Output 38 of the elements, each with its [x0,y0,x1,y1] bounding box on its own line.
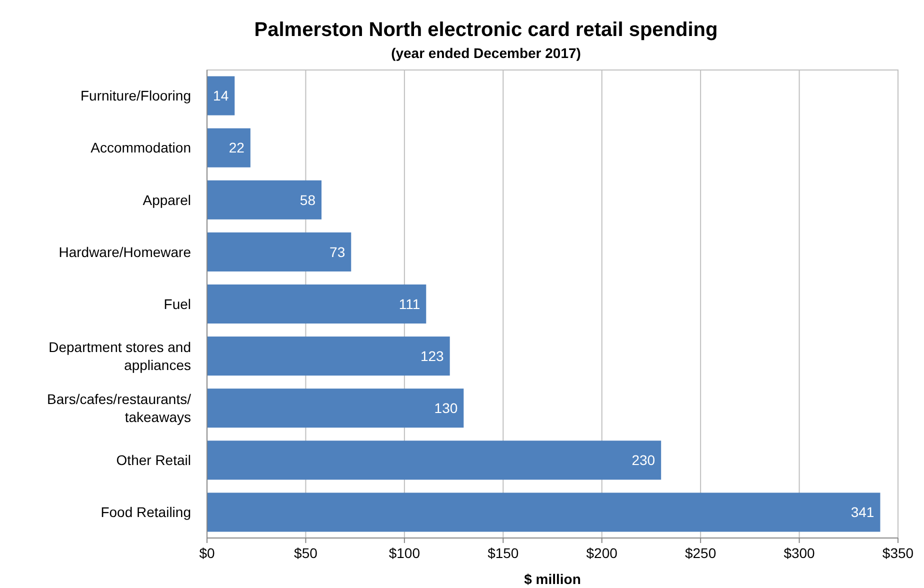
bar [207,440,662,480]
bar [207,128,250,168]
y-tick-label: Bars/cafes/restaurants/takeaways [47,391,192,426]
bar [207,388,464,428]
x-tick-label: $200 [586,545,618,561]
x-axis-title: $ million [524,571,581,587]
data-label: 73 [330,244,346,260]
x-tick-label: $300 [784,545,816,561]
x-tick-label: $350 [882,545,914,561]
bar [207,492,880,532]
y-tick-label: Other Retail [116,452,191,468]
data-label: 22 [228,140,245,156]
data-label: 123 [420,348,444,364]
bar [207,336,450,376]
data-label: 341 [850,504,874,520]
chart-subtitle: (year ended December 2017) [391,45,581,61]
y-tick-label: Furniture/Flooring [80,88,191,104]
x-tick-label: $0 [199,545,215,561]
y-tick-label: Department stores and appliances [48,338,191,373]
data-label: 111 [398,296,420,312]
x-tick-label: $100 [388,545,420,561]
data-label: 14 [213,88,229,104]
bar [207,284,426,324]
chart-title: Palmerston North electronic card retail spending [254,19,718,41]
x-tick-label: $50 [294,545,318,561]
y-tick-label: Food Retailing [100,504,191,520]
x-tick-label: $250 [684,545,716,561]
y-tick-label: Hardware/Homeware [58,244,192,260]
data-label: 58 [300,192,316,208]
bar [207,232,352,272]
y-tick-label: Apparel [142,192,191,208]
data-label: 230 [632,452,656,468]
bar [207,76,235,116]
y-tick-label: Accommodation [90,140,191,156]
data-label: 130 [434,400,458,416]
y-tick-label: Fuel [164,296,191,312]
bar [207,180,322,220]
x-tick-label: $150 [488,545,519,561]
